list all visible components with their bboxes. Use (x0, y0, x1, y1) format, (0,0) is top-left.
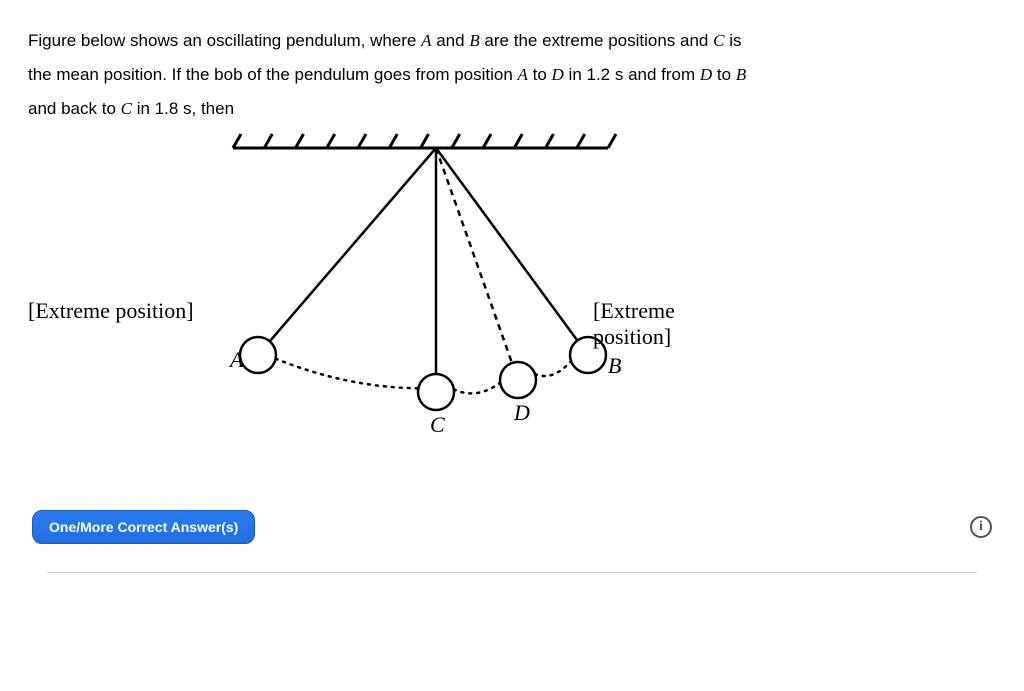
svg-text:D: D (513, 400, 530, 425)
var-D: D (700, 65, 712, 84)
svg-text:A: A (228, 347, 244, 372)
svg-text:B: B (608, 353, 621, 378)
divider (47, 572, 976, 573)
var-A: A (518, 65, 528, 84)
var-C: C (121, 99, 132, 118)
q-frag: the mean position. If the bob of the pen… (28, 65, 518, 84)
q-frag: in 1.8 s, then (132, 99, 234, 118)
q-frag: Figure below shows an oscillating pendul… (28, 31, 421, 50)
answer-type-pill[interactable]: One/More Correct Answer(s) (32, 510, 255, 544)
q-frag: are the extreme positions and (480, 31, 713, 50)
footer-row: One/More Correct Answer(s) i (28, 510, 996, 544)
q-frag: in 1.2 s and from (564, 65, 700, 84)
label-extreme-left: [Extreme position] (28, 298, 194, 324)
q-frag: to (528, 65, 552, 84)
pendulum-svg: A B C D (28, 130, 748, 450)
q-frag: and back to (28, 99, 121, 118)
label-extreme-right: [Extreme position] (593, 298, 748, 350)
q-frag: is (724, 31, 741, 50)
q-frag: to (712, 65, 736, 84)
svg-text:C: C (430, 412, 445, 437)
var-C: C (713, 31, 724, 50)
var-B: B (469, 31, 479, 50)
pendulum-diagram: [Extreme position] [Extreme position] A B… (28, 130, 748, 450)
question-text: Figure below shows an oscillating pendul… (28, 24, 996, 126)
var-A: A (421, 31, 431, 50)
var-B: B (736, 65, 746, 84)
info-icon[interactable]: i (970, 516, 992, 538)
var-D: D (552, 65, 564, 84)
q-frag: and (432, 31, 470, 50)
